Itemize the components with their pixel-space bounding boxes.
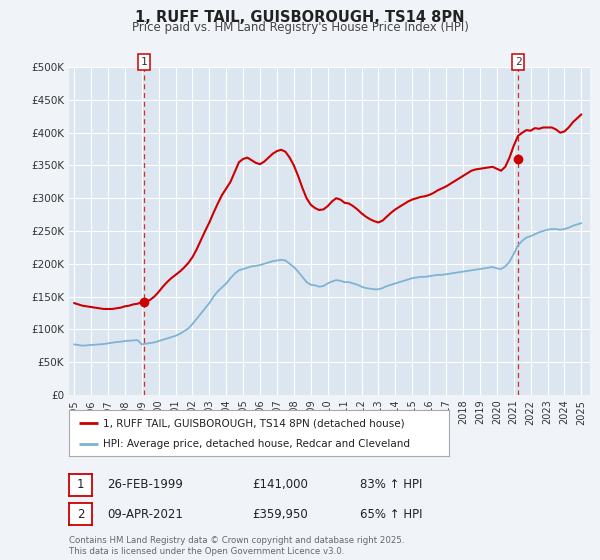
Text: 65% ↑ HPI: 65% ↑ HPI <box>360 507 422 521</box>
Text: 2: 2 <box>77 507 84 521</box>
Text: £359,950: £359,950 <box>252 507 308 521</box>
Text: 09-APR-2021: 09-APR-2021 <box>107 507 182 521</box>
Text: 83% ↑ HPI: 83% ↑ HPI <box>360 478 422 492</box>
Text: 1, RUFF TAIL, GUISBOROUGH, TS14 8PN (detached house): 1, RUFF TAIL, GUISBOROUGH, TS14 8PN (det… <box>103 418 405 428</box>
Text: Contains HM Land Registry data © Crown copyright and database right 2025.
This d: Contains HM Land Registry data © Crown c… <box>69 536 404 556</box>
Text: 1: 1 <box>77 478 84 492</box>
Text: 1, RUFF TAIL, GUISBOROUGH, TS14 8PN: 1, RUFF TAIL, GUISBOROUGH, TS14 8PN <box>135 10 465 25</box>
Text: Price paid vs. HM Land Registry's House Price Index (HPI): Price paid vs. HM Land Registry's House … <box>131 21 469 34</box>
Text: HPI: Average price, detached house, Redcar and Cleveland: HPI: Average price, detached house, Redc… <box>103 440 410 450</box>
Text: 1: 1 <box>141 57 148 67</box>
Text: £141,000: £141,000 <box>252 478 308 492</box>
Text: 26-FEB-1999: 26-FEB-1999 <box>107 478 182 492</box>
Text: 2: 2 <box>515 57 521 67</box>
